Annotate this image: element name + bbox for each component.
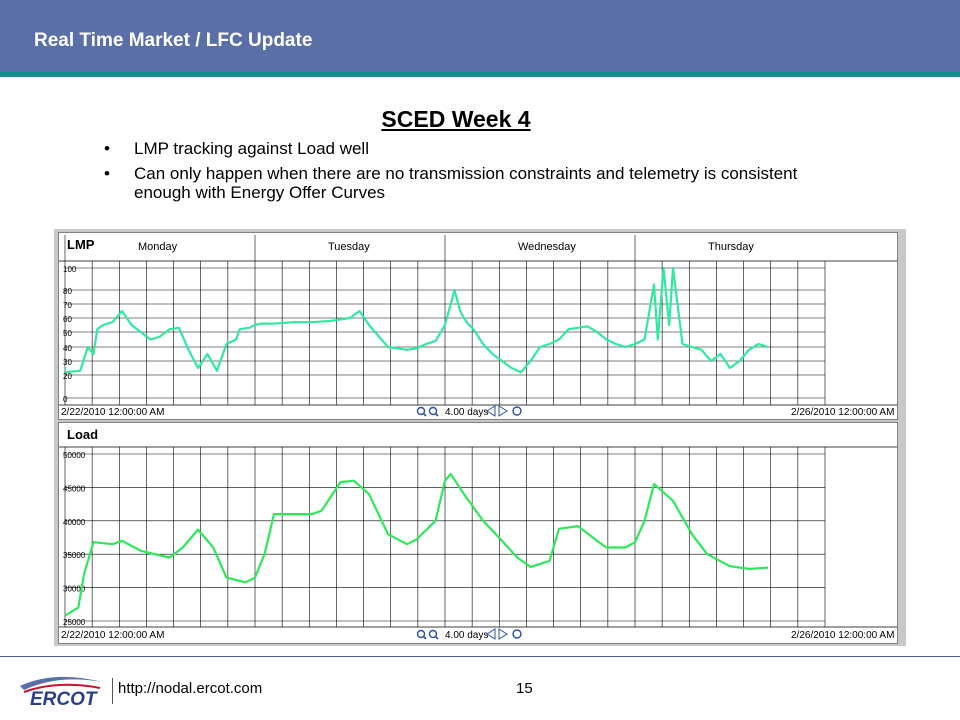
y-tick-label: 50 <box>63 329 72 338</box>
day-label: Thursday <box>708 241 754 253</box>
y-tick-label: 45000 <box>63 484 86 493</box>
zoom-in-handle <box>422 412 427 417</box>
end-date-label: 2/26/2010 12:00:00 AM <box>791 630 894 641</box>
lmp-chart-panel: 100 80 70 60 50 40 30 20 0 LMP Monday Tuesday Wednes… <box>58 232 898 420</box>
zoom-in-lens <box>416 406 426 416</box>
header-rule <box>0 72 960 77</box>
ercot-logo: ERCOT <box>20 676 102 710</box>
y-tick-label: 100 <box>63 265 77 274</box>
footer-separator <box>112 678 113 704</box>
y-tick-label: 25000 <box>63 618 86 627</box>
bullet-list: LMP tracking against Load well Can only … <box>104 139 804 208</box>
day-label: Monday <box>138 241 178 253</box>
y-tick-label: 35000 <box>63 551 86 560</box>
y-tick-label: 40 <box>63 344 72 353</box>
scroll-left-icon[interactable] <box>486 405 496 417</box>
y-tick-label: 30000 <box>63 585 86 594</box>
scroll-left-icon[interactable] <box>486 628 496 640</box>
zoom-out-icon[interactable] <box>428 629 439 640</box>
refresh-icon[interactable] <box>512 629 522 639</box>
refresh-icon[interactable] <box>512 406 522 416</box>
zoom-in-icon[interactable] <box>416 629 427 640</box>
day-label: Tuesday <box>328 241 370 253</box>
slide-header: Real Time Market / LFC Update <box>0 0 960 72</box>
slide-title: SCED Week 4 <box>381 106 531 132</box>
day-label: Wednesday <box>518 241 576 253</box>
load-chart-panel: 50000 45000 40000 35000 30000 25000 Load 2/22/2… <box>58 422 898 644</box>
y-tick-label: 70 <box>63 301 72 310</box>
footer-url[interactable]: http://nodal.ercot.com <box>118 680 263 697</box>
zoom-out-icon[interactable] <box>428 406 439 417</box>
footer-rule <box>0 656 960 657</box>
start-date-label: 2/22/2010 12:00:00 AM <box>61 407 164 418</box>
chart-title: Load <box>67 427 98 442</box>
zoom-in-handle <box>422 635 427 640</box>
y-tick-label: 80 <box>63 287 72 296</box>
page-number: 15 <box>516 680 533 697</box>
zoom-in-icon[interactable] <box>416 406 427 417</box>
chart-title: LMP <box>67 237 95 252</box>
y-tick-label: 50000 <box>63 451 86 460</box>
y-tick-label: 30 <box>63 358 72 367</box>
zoom-out-lens <box>428 406 438 416</box>
zoom-in-lens <box>416 629 426 639</box>
y-tick-label: 40000 <box>63 518 86 527</box>
bullet-item: LMP tracking against Load well <box>104 139 804 158</box>
end-date-label: 2/26/2010 12:00:00 AM <box>791 407 894 418</box>
header-title: Real Time Market / LFC Update <box>34 30 313 51</box>
y-tick-label: 20 <box>63 372 72 381</box>
series-line <box>64 266 769 374</box>
zoom-out-handle <box>434 412 439 417</box>
bullet-item: Can only happen when there are no transm… <box>104 164 804 202</box>
zoom-out-handle <box>434 635 439 640</box>
scroll-right-icon[interactable] <box>498 628 508 640</box>
y-tick-label: 0 <box>63 395 68 404</box>
y-tick-label: 60 <box>63 315 72 324</box>
scroll-right-icon[interactable] <box>498 405 508 417</box>
zoom-out-lens <box>428 629 438 639</box>
start-date-label: 2/22/2010 12:00:00 AM <box>61 630 164 641</box>
span-label: 4.00 days <box>445 630 488 641</box>
span-label: 4.00 days <box>445 407 488 418</box>
series-line <box>64 472 769 617</box>
logo-text: ERCOT <box>30 689 98 710</box>
